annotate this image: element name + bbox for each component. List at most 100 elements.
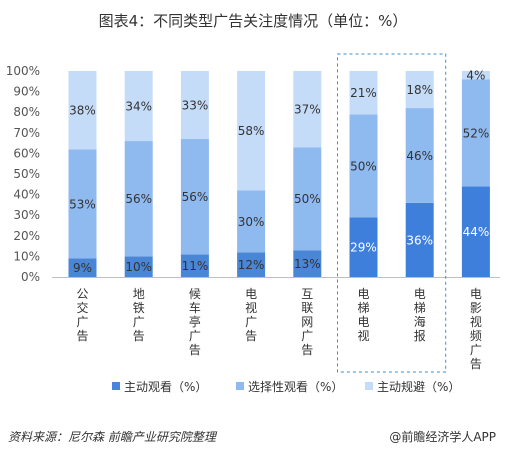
bar-segment [293,71,322,148]
category-label-char: 影 [470,301,482,315]
bar-segment [405,108,434,203]
y-tick-label: 70% [13,126,40,140]
category-label-char: 广 [189,329,201,343]
category-label-char: 视 [470,314,482,329]
data-label: 33% [182,98,209,112]
legend-label: 主动观看（%） [124,380,207,394]
bar-segment [349,217,378,277]
category-label-char: 电 [245,287,257,301]
bars: 9% 53% 38% 10% 56% 34% 11% 56% 33% 12% 30% 58% 13% 50… [68,69,490,277]
data-label: 18% [406,83,433,97]
data-label: 53% [69,197,96,211]
data-label: 56% [182,190,209,204]
y-tick-label: 40% [13,188,40,202]
data-label: 29% [350,241,377,255]
category-label-char: 交 [76,300,88,315]
category-label-char: 候 [189,287,201,301]
category-label-char: 地 [133,287,145,301]
data-label: 30% [238,215,265,229]
data-label: 34% [125,100,152,114]
bar-segment [180,254,209,277]
data-label: 56% [125,192,152,206]
highlight-box [337,53,447,373]
data-label: 37% [294,103,321,117]
data-label: 38% [69,104,96,118]
y-tick-label: 10% [13,249,40,263]
data-label: 12% [238,258,265,272]
y-tick-label: 90% [13,85,40,99]
category-label-char: 铁 [133,301,145,315]
y-tick-label: 30% [13,208,40,222]
category-label-char: 梯 [357,301,369,315]
y-tick-label: 60% [13,146,40,160]
data-label: 46% [406,149,433,163]
data-label: 44% [463,225,490,239]
bar-segment [237,71,266,191]
bar-segment [349,71,378,115]
bar-segment [124,141,153,257]
category-label-char: 广 [245,315,257,329]
category-label-char: 告 [189,343,201,357]
legend-label: 选择性观看（%） [248,380,343,394]
category-label-char: 公 [76,287,88,301]
category-label-char: 梯 [414,301,426,315]
y-tick-label: 20% [13,229,40,243]
category-label-char: 告 [76,329,88,343]
category-label-char: 告 [245,329,257,343]
category-label-char: 广 [301,329,313,343]
data-label: 13% [294,257,321,271]
category-label-char: 电 [470,287,482,301]
data-label: 50% [294,192,321,206]
chart-title: 图表4：不同类型广告关注度情况（单位：%） [99,12,408,30]
data-label: 21% [350,86,377,100]
bar-segment [68,71,97,150]
category-label-char: 联 [301,301,313,315]
data-label: 10% [125,260,152,274]
category-label-char: 广 [76,315,88,329]
category-label-char: 告 [470,357,482,371]
category-label-char: 告 [301,343,313,357]
category-label-char: 广 [133,315,145,329]
category-label-char: 电 [357,287,369,301]
source-note: 资料来源：尼尔森 前瞻产业研究院整理 [8,430,216,444]
category-label-char: 视 [245,300,257,315]
data-label: 58% [238,124,265,138]
bar-segment [68,258,97,277]
category-label-char: 海 [414,314,426,329]
legend-label: 主动规避（%） [377,379,460,394]
category-label-char: 视 [357,328,369,343]
y-tick-label: 80% [13,105,40,119]
bar-segment [124,71,153,142]
data-label: 36% [406,233,433,247]
category-label-char: 告 [133,329,145,343]
bar-segment [461,186,490,277]
y-tick-label: 100% [6,64,40,78]
category-label-char: 车 [189,300,201,315]
highlight-frame [337,53,447,373]
bar-segment [293,250,322,277]
bar-segment [180,71,209,139]
data-label: 4% [466,69,485,83]
bar-segment [237,252,266,277]
bar-segment [180,138,209,255]
bar-segment [237,190,266,253]
data-label: 50% [350,159,377,173]
bar-segment [349,114,378,218]
legend-swatch [365,382,373,390]
legend: 主动观看（%） 选择性观看（%） 主动规避（%） [112,379,460,394]
bar-segment [405,202,434,277]
category-label-char: 报 [414,328,426,343]
bar-segment [293,147,322,251]
category-label-char: 电 [357,315,369,329]
category-label-char: 电 [414,287,426,301]
data-label: 11% [182,259,209,273]
